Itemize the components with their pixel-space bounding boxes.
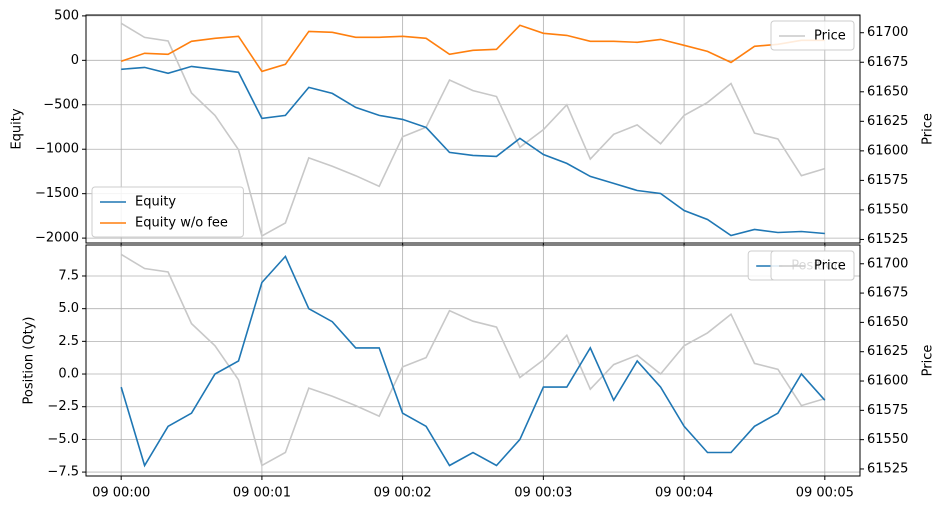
series-line	[120, 254, 826, 468]
y2-tick-label: 61550	[867, 432, 908, 447]
y-tick-label: 2.5	[58, 334, 79, 349]
series-line	[120, 24, 825, 73]
y-tick-label: −5.0	[47, 432, 79, 447]
y-tick-label: −1000	[35, 142, 79, 157]
y-tick-label: 7.5	[58, 268, 79, 283]
y2-tick-label: 61675	[867, 55, 908, 70]
y2-axis-label: Price	[921, 113, 936, 145]
legend-box	[770, 20, 855, 51]
legend-label: Price	[814, 29, 846, 44]
y2-tick-label: 61550	[867, 202, 908, 217]
y2-tick-label: 61700	[867, 256, 908, 271]
y2-tick-label: 61650	[867, 84, 908, 99]
y2-tick-label: 61525	[867, 461, 908, 476]
y2-tick-label: 61600	[867, 374, 908, 389]
x-tick-label: 09 00:02	[374, 486, 432, 501]
y2-tick-label: 61700	[867, 25, 908, 40]
y-tick-label: −7.5	[47, 465, 79, 480]
plot-frame	[85, 14, 861, 244]
x-tick-label: 09 00:05	[796, 486, 854, 501]
y-tick-label: −500	[43, 97, 79, 112]
series-line	[120, 253, 826, 467]
y-axis-label: Position (Qty)	[22, 317, 37, 405]
y2-tick-label: 61625	[867, 114, 908, 129]
series-line	[120, 22, 826, 238]
legend-label: Equity	[135, 195, 176, 210]
x-tick-label: 09 00:03	[514, 486, 572, 501]
y2-tick-label: 61625	[867, 344, 908, 359]
y-tick-label: 0	[71, 53, 79, 68]
y2-tick-label: 61575	[867, 403, 908, 418]
x-tick-label: 09 00:00	[92, 486, 150, 501]
plot-frame	[85, 244, 861, 477]
y-tick-label: −1500	[35, 186, 79, 201]
legend-box	[91, 186, 244, 238]
x-tick-label: 09 00:01	[233, 486, 291, 501]
plot: 09 00:00 09 00:01 09 00:02 09 00:03 09 00:04…	[22, 244, 936, 501]
y-tick-label: 500	[54, 8, 79, 23]
y2-tick-label: 61675	[867, 286, 908, 301]
y-tick-label: −2000	[35, 231, 79, 246]
y2-tick-label: 61650	[867, 315, 908, 330]
plot: −2000 −1500 −1000 −500 0 500 61525 61550 61575 61…	[10, 8, 936, 247]
y-axis-label: Equity	[10, 108, 25, 149]
series-line	[121, 65, 825, 237]
y2-tick-label: 61525	[867, 232, 908, 247]
y-tick-label: −2.5	[47, 399, 79, 414]
y2-axis-label: Price	[921, 345, 936, 377]
legend-label: Equity w/o fee	[135, 216, 228, 231]
y2-tick-label: 61575	[867, 173, 908, 188]
legend-box	[770, 250, 855, 281]
y-tick-label: 5.0	[58, 301, 79, 316]
y-tick-label: 0.0	[58, 367, 79, 382]
legend-label: Price	[814, 259, 846, 274]
y2-tick-label: 61600	[867, 143, 908, 158]
x-tick-label: 09 00:04	[655, 486, 713, 501]
